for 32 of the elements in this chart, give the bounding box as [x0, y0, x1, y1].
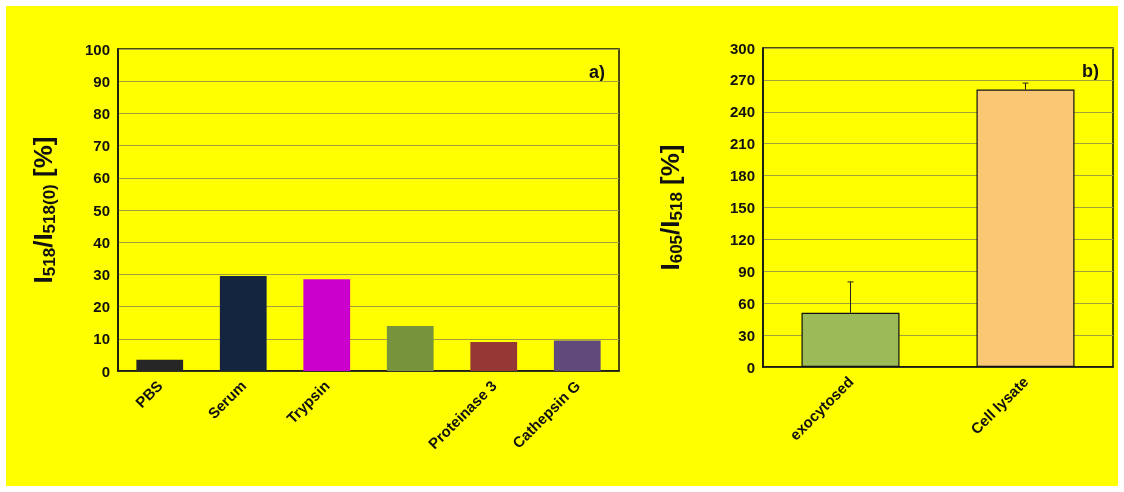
bar [219, 276, 267, 371]
y-tick-label: 210 [729, 135, 755, 153]
bar [553, 340, 601, 371]
y-tick-label: 300 [729, 39, 755, 57]
y-tick-label: 90 [738, 262, 755, 280]
y-tick-label: 30 [738, 326, 755, 344]
y-tick-label: 150 [729, 199, 755, 216]
y-tick-label: 30 [93, 265, 110, 283]
y-tick-label: 50 [93, 201, 110, 219]
y-tick-label: 40 [93, 233, 110, 251]
y-tick-label: 240 [729, 103, 755, 121]
y-tick-label: 180 [729, 167, 755, 185]
bar [303, 279, 351, 371]
y-tick-label: 0 [746, 358, 755, 376]
bar [470, 342, 518, 371]
y-tick-label: 10 [93, 330, 110, 348]
bar [136, 359, 184, 371]
annotation: b) [1082, 61, 1100, 81]
bar [386, 325, 434, 371]
y-tick-label: 100 [84, 40, 110, 58]
y-tick-label: 70 [93, 137, 110, 155]
y-tick-label: 60 [93, 169, 110, 187]
y-tick-label: 90 [93, 72, 110, 90]
annotation: a) [589, 62, 606, 82]
y-tick-label: 60 [738, 294, 755, 312]
y-axis-title: I518/I518(0) [%] [27, 136, 59, 284]
y-tick-label: 0 [101, 362, 110, 380]
y-tick-label: 120 [729, 230, 755, 248]
y-tick-label: 80 [93, 104, 110, 122]
y-tick-label: 270 [729, 71, 755, 89]
y-tick-label: 20 [93, 298, 110, 316]
y-axis-title: I605/I518 [%] [654, 144, 686, 271]
